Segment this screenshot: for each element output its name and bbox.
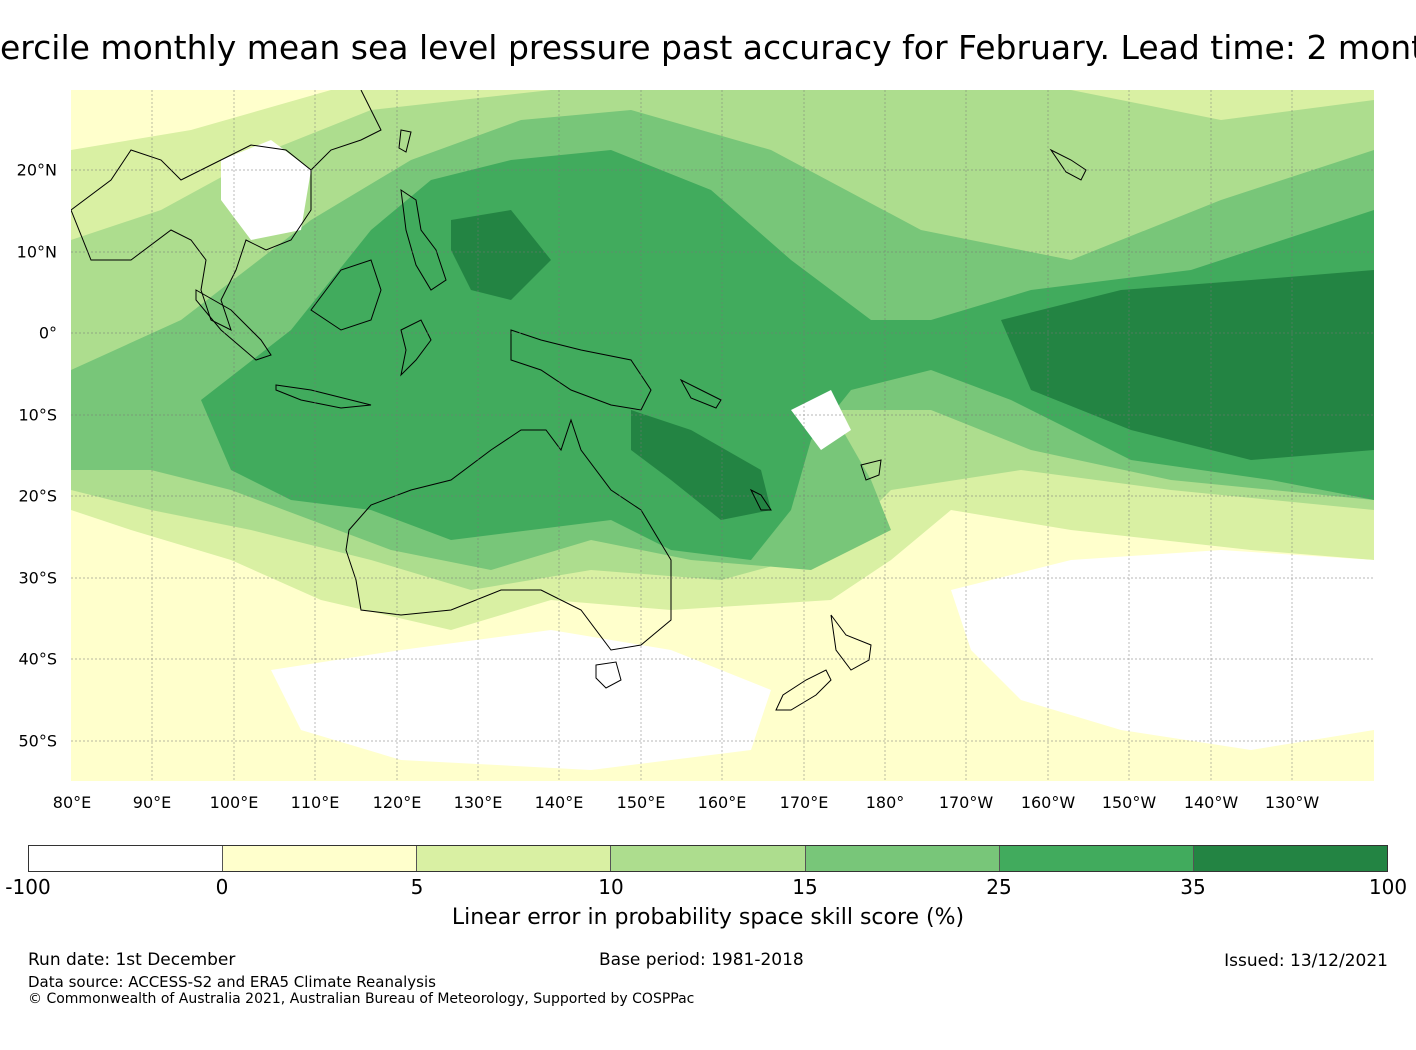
lat-label: 20°N — [16, 160, 57, 180]
lon-label: 150°W — [1101, 793, 1157, 812]
coastline-hawaii — [1049, 148, 1087, 181]
colorbar-segment — [29, 846, 224, 871]
coastline-new-zealand-north — [830, 614, 872, 671]
colorbar-tick: 0 — [215, 875, 229, 899]
region-negative-south-2 — [951, 550, 1374, 750]
lon-label: 160°E — [697, 793, 747, 812]
colorbar-segment — [417, 846, 612, 871]
colorbar-segment — [223, 846, 418, 871]
coastline-vanuatu-fiji — [749, 459, 882, 511]
coastline-java — [275, 384, 372, 409]
lon-label: 140°E — [534, 793, 584, 812]
colorbar-tick: 100 — [1368, 875, 1408, 899]
lat-label: 0° — [38, 323, 57, 343]
coastline-sulawesi — [400, 319, 432, 377]
lat-label: 10°N — [16, 242, 57, 262]
issued-date: Issued: 13/12/2021 — [1224, 951, 1388, 971]
coastline-mainland-southeast-asia — [71, 144, 312, 331]
lat-label: 30°S — [18, 568, 57, 588]
lat-label: 40°S — [18, 649, 57, 669]
coastline-borneo — [310, 259, 382, 331]
coastline-china — [310, 90, 382, 171]
copyright: © Commonwealth of Australia 2021, Austra… — [28, 991, 695, 1007]
lon-label: 100°E — [209, 793, 259, 812]
coastline-taiwan — [398, 129, 412, 153]
lat-label: 10°S — [18, 405, 57, 425]
colorbar-segment — [1193, 846, 1387, 871]
coastline-new-zealand-south — [775, 669, 832, 711]
colorbar-segment — [999, 846, 1194, 871]
map-canvas — [71, 90, 1374, 781]
base-period: Base period: 1981-2018 — [599, 950, 804, 970]
colorbar-segment — [611, 846, 806, 871]
colorbar — [28, 845, 1388, 872]
colorbar-tick: -100 — [5, 875, 51, 899]
lon-label: 90°E — [132, 793, 172, 812]
lon-label: 120°E — [372, 793, 422, 812]
graticule — [71, 90, 1374, 781]
region-negative-asia — [221, 140, 311, 240]
colorbar-segment — [805, 846, 1000, 871]
colorbar-tick: 10 — [598, 875, 624, 899]
skill-score-map — [71, 90, 1374, 781]
lon-label: 180° — [865, 793, 905, 812]
colorbar-tick: 15 — [792, 875, 818, 899]
lat-label: 50°S — [18, 731, 57, 751]
colorbar-tick: 35 — [1180, 875, 1206, 899]
lat-label: 20°S — [18, 486, 57, 506]
colorbar-tick: 25 — [986, 875, 1012, 899]
colorbar-label: Linear error in probability space skill … — [451, 905, 965, 930]
lon-label: 170°W — [938, 793, 994, 812]
lon-label: 140°W — [1183, 793, 1239, 812]
run-date: Run date: 1st December — [28, 950, 236, 970]
lon-label: 110°E — [290, 793, 340, 812]
coastline-tasmania — [595, 661, 622, 689]
region-negative-south-1 — [271, 630, 771, 770]
lon-label: 160°W — [1020, 793, 1076, 812]
map-title: ercile monthly mean sea level pressure p… — [0, 28, 1416, 67]
lon-label: 130°E — [453, 793, 503, 812]
lon-label: 170°E — [779, 793, 829, 812]
data-source: Data source: ACCESS-S2 and ERA5 Climate … — [28, 973, 436, 991]
region-35-100-philippines — [451, 210, 551, 300]
coastlines — [71, 90, 1087, 711]
lon-label: 130°W — [1264, 793, 1320, 812]
coastline-australia — [345, 418, 672, 651]
region-negative-tropics — [791, 390, 851, 450]
region-35-100-coral-sea — [631, 410, 771, 520]
colorbar-tick: 5 — [410, 875, 424, 899]
lon-label: 150°E — [616, 793, 666, 812]
coastline-sumatra — [195, 289, 272, 361]
region-35-100-pacific — [1001, 270, 1374, 460]
coastline-philippines — [400, 188, 447, 291]
coastline-solomon-islands — [679, 378, 722, 409]
lon-label: 80°E — [52, 793, 92, 812]
